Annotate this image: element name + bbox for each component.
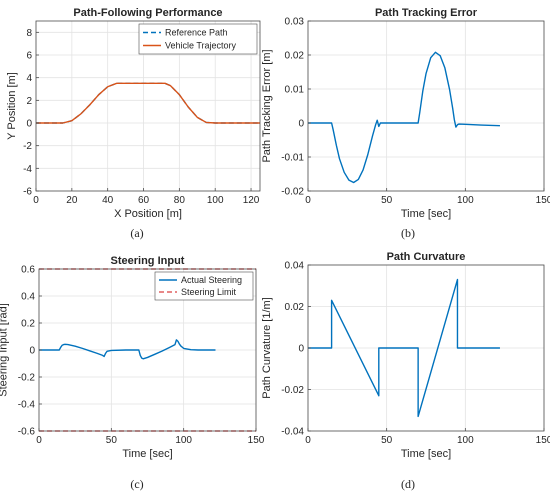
- y-tick-label: -0.4: [18, 400, 36, 411]
- series-line-2: [36, 82, 260, 124]
- x-axis-label: X Position [m]: [114, 208, 182, 220]
- x-tick-label: 50: [381, 195, 393, 206]
- subfigure-caption: (a): [130, 226, 143, 240]
- y-tick-label: 4: [26, 73, 32, 84]
- chart-panel-3: 0 50 100 150 -0.6 -0.4 -0.2 0 0.2 0.4 0.6 Steering …: [0, 255, 265, 491]
- legend-label: Steering Limit: [181, 287, 237, 297]
- subfigure-caption: (b): [401, 226, 415, 240]
- x-axis-label: Time [sec]: [401, 448, 451, 460]
- chart-title: Path-Following Performance: [73, 7, 222, 19]
- x-tick-label: 50: [381, 435, 393, 446]
- series-line-1: [39, 339, 216, 360]
- y-tick-label: -2: [23, 141, 32, 152]
- y-tick-label: 8: [26, 28, 32, 39]
- plot-frame: [307, 20, 545, 192]
- x-tick-label: 0: [33, 195, 39, 206]
- y-tick-label: -0.02: [281, 187, 304, 198]
- x-tick-label: 150: [536, 435, 550, 446]
- x-axis-label: Time [sec]: [122, 448, 172, 460]
- plot-area: [308, 21, 544, 191]
- y-tick-label: 0: [29, 346, 35, 357]
- y-tick-label: 0: [26, 119, 32, 130]
- subfigure-caption: (d): [401, 477, 415, 491]
- x-tick-label: 0: [305, 195, 311, 206]
- legend-label: Reference Path: [165, 28, 228, 38]
- x-tick-label: 60: [138, 195, 150, 206]
- y-tick-label: -0.6: [18, 427, 36, 438]
- y-axis-label: Y Position [m]: [6, 72, 18, 140]
- legend-box: [154, 271, 254, 301]
- legend: Actual Steering Steering Limit: [154, 271, 254, 301]
- y-tick-label: 0.02: [285, 51, 305, 62]
- subfigure-caption: (c): [130, 477, 143, 491]
- y-tick-label: 0: [298, 344, 304, 355]
- legend-box: [138, 23, 258, 55]
- x-tick-label: 150: [536, 195, 550, 206]
- x-tick-label: 100: [457, 435, 474, 446]
- x-tick-label: 150: [248, 435, 265, 446]
- y-axis-label: Steering Input [rad]: [0, 303, 10, 397]
- x-tick-label: 80: [174, 195, 186, 206]
- x-tick-label: 100: [457, 195, 474, 206]
- y-tick-label: 0: [298, 119, 304, 130]
- y-tick-label: 0.02: [285, 302, 305, 313]
- y-axis-label: Path Curvature [1/m]: [261, 297, 273, 399]
- x-tick-label: 50: [106, 435, 118, 446]
- x-tick-label: 0: [36, 435, 42, 446]
- x-tick-label: 120: [243, 195, 260, 206]
- series-line-1: [308, 278, 500, 418]
- y-tick-label: -0.2: [18, 373, 36, 384]
- y-tick-label: -6: [23, 187, 32, 198]
- series-line-1: [308, 51, 500, 184]
- x-tick-label: 20: [66, 195, 78, 206]
- chart-title: Path Tracking Error: [375, 7, 478, 19]
- chart-title: Path Curvature: [387, 251, 466, 263]
- y-tick-label: 0.6: [21, 265, 35, 276]
- y-axis-label: Path Tracking Error [m]: [261, 49, 273, 162]
- y-tick-label: -0.02: [281, 385, 304, 396]
- plot-frame: [35, 20, 261, 192]
- y-tick-label: 0.03: [285, 17, 305, 28]
- legend: Reference Path Vehicle Trajectory: [138, 23, 258, 55]
- x-tick-label: 100: [175, 435, 192, 446]
- chart-title: Steering Input: [111, 255, 185, 267]
- y-tick-label: -4: [23, 164, 32, 175]
- chart-panel-2: 0 50 100 150 -0.02 -0.01 0 0.01 0.02 0.03 Path Tra…: [261, 7, 550, 240]
- chart-panel-1: 0 20 40 60 80 100 120 -6 -4 -2 0 2 4 6 8 Path-Following…: [6, 7, 261, 240]
- y-tick-label: 0.04: [285, 261, 305, 272]
- legend-label: Actual Steering: [181, 275, 242, 285]
- chart-panel-4: 0 50 100 150 -0.04 -0.02 0 0.02 0.04 Path Curvatu…: [261, 251, 550, 491]
- x-tick-label: 100: [207, 195, 224, 206]
- y-tick-label: 6: [26, 51, 32, 62]
- y-tick-label: -0.04: [281, 427, 304, 438]
- y-tick-label: -0.01: [281, 153, 304, 164]
- x-axis-label: Time [sec]: [401, 208, 451, 220]
- legend-label: Vehicle Trajectory: [165, 41, 237, 51]
- x-tick-label: 40: [102, 195, 114, 206]
- y-tick-label: 0.01: [285, 85, 305, 96]
- y-tick-label: 0.4: [21, 292, 35, 303]
- y-tick-label: 2: [26, 96, 32, 107]
- x-tick-label: 0: [305, 435, 311, 446]
- y-tick-label: 0.2: [21, 319, 35, 330]
